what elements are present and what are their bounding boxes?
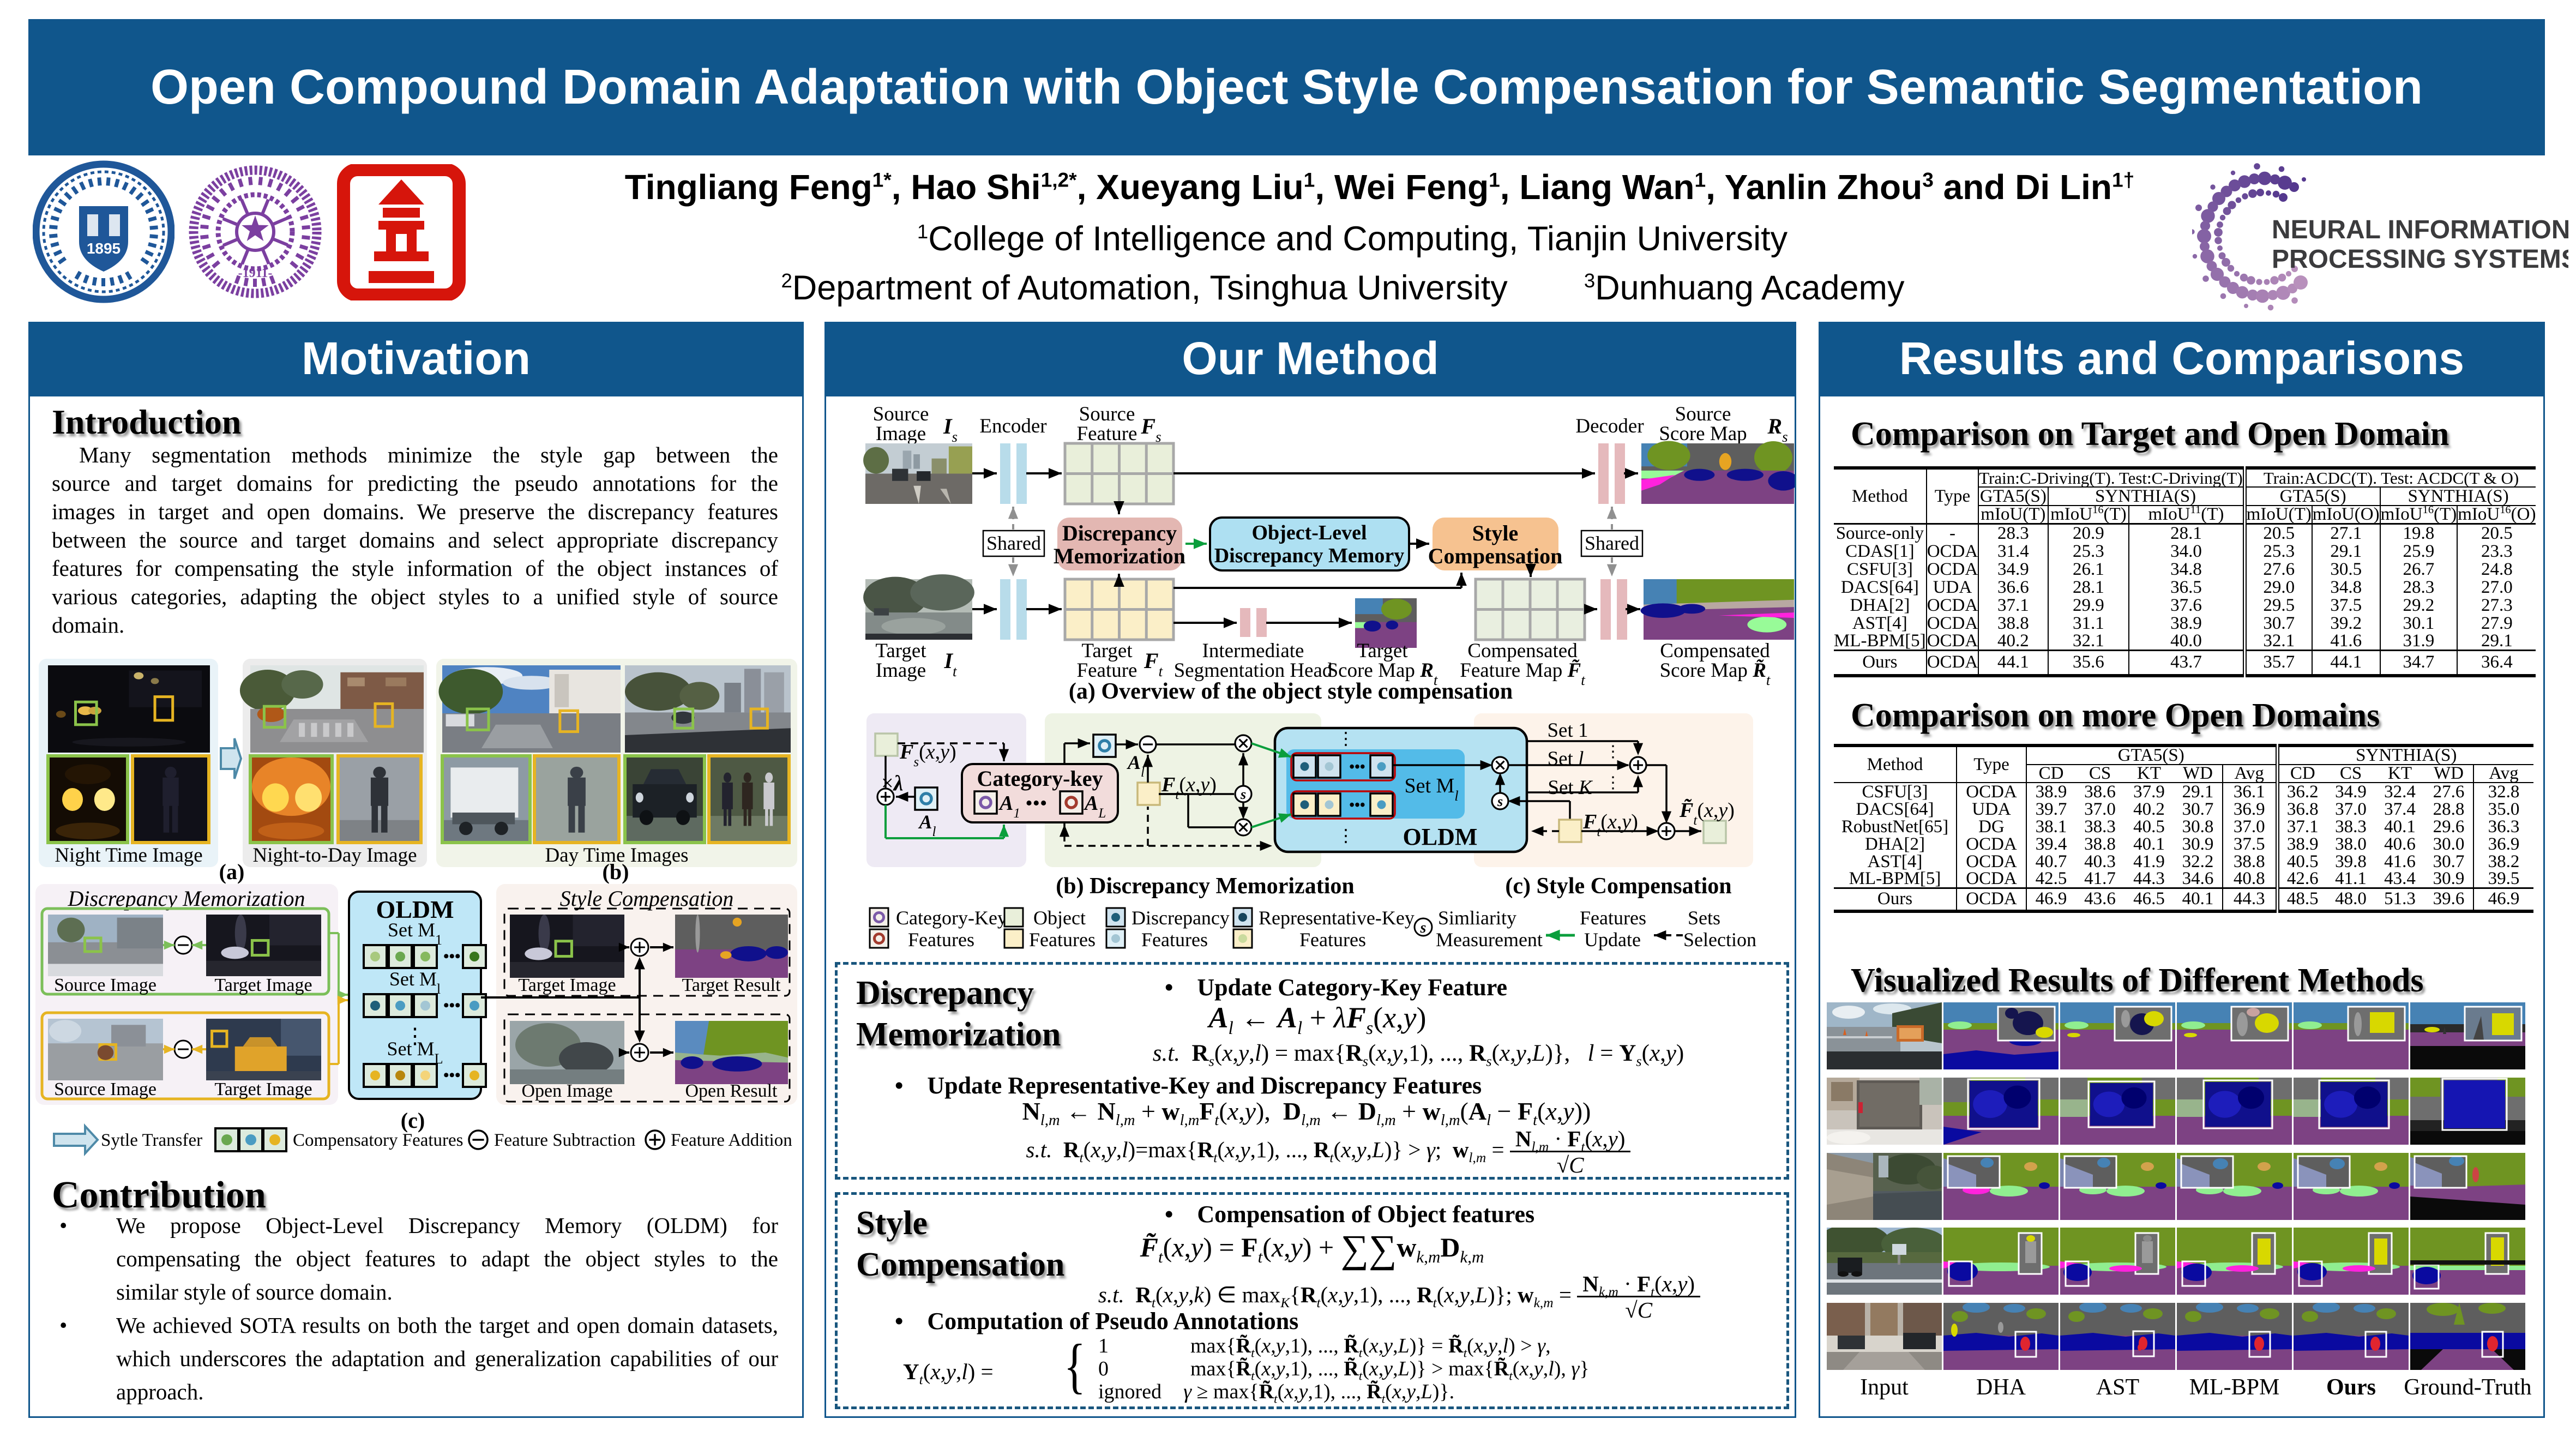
svg-text:⋮: ⋮ [1337, 826, 1355, 845]
svg-text:•••: ••• [1349, 797, 1365, 814]
svg-text:Is: Is [943, 414, 958, 445]
svg-text:Style: Style [1472, 521, 1518, 545]
svg-text:Feature Subtraction: Feature Subtraction [494, 1131, 635, 1150]
svg-text:Memorization: Memorization [1054, 544, 1185, 568]
svg-text:Ft: Ft [1143, 648, 1164, 680]
svg-text:Feature: Feature [1077, 659, 1137, 682]
svg-text:Set 1: Set 1 [1547, 719, 1588, 742]
svg-text:Measurement: Measurement [1436, 929, 1543, 951]
svg-text:Target Image: Target Image [214, 1079, 312, 1099]
svg-text:Discrepancy: Discrepancy [1062, 521, 1177, 545]
svg-text:Discrepancy Memorization: Discrepancy Memorization [67, 886, 305, 911]
svg-text:1895: 1895 [87, 240, 121, 257]
svg-text:Update: Update [1584, 929, 1641, 951]
svg-text:Score Map R̃t: Score Map R̃t [1660, 659, 1771, 688]
svg-text:s: s [1497, 793, 1503, 809]
svg-text:Representative-Key: Representative-Key [1259, 907, 1415, 929]
svg-text:Compensation: Compensation [1428, 544, 1563, 568]
svg-text:Source Image: Source Image [54, 1079, 157, 1099]
svg-text:Fs: Fs [1140, 414, 1161, 445]
svg-text:⋮: ⋮ [1337, 729, 1355, 748]
svg-text:Features: Features [1029, 929, 1096, 951]
svg-text:(c) Style Compensation: (c) Style Compensation [1505, 874, 1731, 899]
svg-text:Feature Addition: Feature Addition [671, 1131, 792, 1150]
svg-text:Sytle Transfer: Sytle Transfer [101, 1131, 202, 1150]
svg-text:Features: Features [908, 929, 974, 951]
svg-text:(c): (c) [401, 1108, 425, 1133]
svg-text:Shared: Shared [1585, 532, 1639, 554]
svg-text:Target Image: Target Image [518, 975, 616, 995]
svg-text:Style Compensation: Style Compensation [560, 886, 734, 911]
svg-text:Object: Object [1033, 907, 1086, 929]
svg-text:Segmentation Head: Segmentation Head [1174, 659, 1333, 682]
svg-text:NEURAL INFORMATION: NEURAL INFORMATION [2272, 215, 2568, 244]
svg-text:Image: Image [876, 659, 926, 682]
svg-text:Rs: Rs [1767, 414, 1787, 445]
svg-text:Intermediate: Intermediate [1202, 640, 1304, 662]
svg-text:Compensated: Compensated [1467, 640, 1578, 662]
svg-text:Source: Source [1675, 403, 1731, 425]
svg-text:Category-Key: Category-Key [896, 907, 1007, 929]
svg-text:Shared: Shared [986, 532, 1041, 554]
svg-text:Target: Target [1357, 640, 1408, 662]
svg-text:Target: Target [875, 640, 926, 662]
svg-text:Image: Image [876, 423, 926, 445]
svg-text:Open Image: Open Image [521, 1081, 612, 1101]
svg-text:Night-to-Day Image: Night-to-Day Image [252, 844, 417, 867]
svg-text:Decoder: Decoder [1575, 415, 1644, 437]
svg-text:Al: Al [918, 811, 936, 839]
svg-text:It: It [943, 648, 958, 680]
svg-text:Sets: Sets [1688, 907, 1720, 929]
svg-text:Features: Features [1141, 929, 1208, 951]
svg-text:⋮: ⋮ [1605, 743, 1621, 761]
svg-text:(a): (a) [219, 859, 245, 884]
svg-text:⋮: ⋮ [404, 1024, 426, 1048]
svg-text:Day Time Images: Day Time Images [545, 844, 688, 867]
svg-text:Compensated: Compensated [1660, 640, 1770, 662]
svg-text:Simliarity: Simliarity [1438, 907, 1516, 929]
svg-text:Feature: Feature [1077, 423, 1137, 445]
svg-text:AL: AL [1084, 792, 1106, 821]
svg-text:Target Result: Target Result [682, 975, 781, 995]
svg-text:OLDM: OLDM [376, 895, 454, 923]
svg-text:Encoder: Encoder [979, 415, 1046, 437]
svg-text:(b): (b) [603, 859, 629, 884]
svg-text:⋮: ⋮ [1605, 774, 1621, 792]
svg-text:Score Map: Score Map [1659, 423, 1747, 445]
svg-text:Features: Features [1580, 907, 1646, 929]
svg-text:Object-Level: Object-Level [1251, 521, 1367, 544]
svg-text:Source Image: Source Image [54, 975, 157, 995]
svg-text:Al: Al [1127, 751, 1145, 780]
svg-text:s: s [1420, 919, 1427, 936]
svg-text:Discrepancy Memory: Discrepancy Memory [1214, 544, 1405, 567]
svg-text:(b) Discrepancy Memorization: (b) Discrepancy Memorization [1056, 874, 1354, 899]
svg-text:Target Image: Target Image [214, 975, 312, 995]
svg-text:Set l: Set l [1548, 748, 1584, 770]
svg-text:•••: ••• [443, 996, 461, 1014]
svg-text:-1911-: -1911- [238, 266, 273, 280]
svg-text:s: s [1240, 786, 1246, 802]
svg-text:Open Result: Open Result [685, 1081, 778, 1101]
svg-text:Category-key: Category-key [977, 766, 1103, 791]
svg-text:Set K: Set K [1548, 777, 1593, 799]
svg-text:Night Time Image: Night Time Image [55, 844, 202, 867]
svg-text:Selection: Selection [1683, 929, 1756, 951]
svg-text:PROCESSING SYSTEMS: PROCESSING SYSTEMS [2272, 245, 2568, 274]
svg-text:Features: Features [1299, 929, 1366, 951]
svg-text:Discrepancy: Discrepancy [1131, 907, 1230, 929]
svg-text:OLDM: OLDM [1403, 823, 1478, 850]
svg-text:Compensatory Features: Compensatory Features [293, 1131, 464, 1150]
svg-text:•••: ••• [443, 1066, 461, 1084]
svg-text:(a) Overview of the object sty: (a) Overview of the object style compens… [1069, 679, 1513, 704]
svg-text:•••: ••• [443, 947, 461, 965]
svg-text:Source: Source [1079, 403, 1135, 425]
svg-text:•••: ••• [1349, 759, 1365, 775]
svg-text:Source: Source [873, 403, 929, 425]
svg-text:Target: Target [1081, 640, 1133, 662]
